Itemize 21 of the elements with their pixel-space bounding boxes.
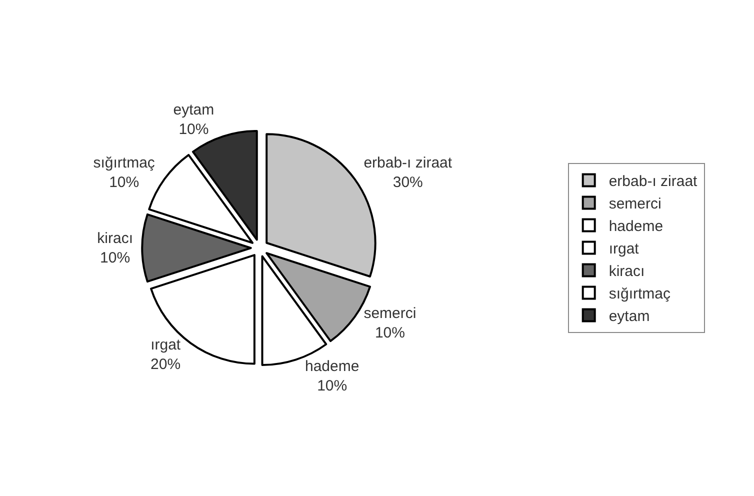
legend-label: hademe (608, 218, 664, 236)
slice-label: kiracı (97, 230, 133, 247)
data-label: 10% (109, 174, 140, 191)
slice-label: ırgat (150, 336, 182, 354)
data-label: 10% (100, 249, 130, 266)
legend-label: sığırtmaç (608, 286, 672, 303)
slice-label: hademe (304, 358, 360, 375)
data-label: 30% (392, 174, 423, 191)
data-label: 10% (178, 121, 209, 138)
data-label: 20% (150, 356, 181, 374)
slice-label: semerci (364, 305, 416, 322)
legend-label: semerci (608, 196, 662, 213)
slice-label: sığırtmaç (93, 154, 156, 172)
legend-label: ırgat (608, 240, 640, 258)
legend-label: kiracı (608, 263, 645, 280)
slice-label: eytam (173, 102, 214, 119)
data-label: 10% (374, 324, 405, 342)
legend-label: erbab-ı ziraat (608, 173, 698, 190)
legend-label: eytam (608, 308, 650, 326)
data-label: 10% (317, 377, 348, 394)
slice-label: erbab-ı ziraat (364, 154, 453, 172)
